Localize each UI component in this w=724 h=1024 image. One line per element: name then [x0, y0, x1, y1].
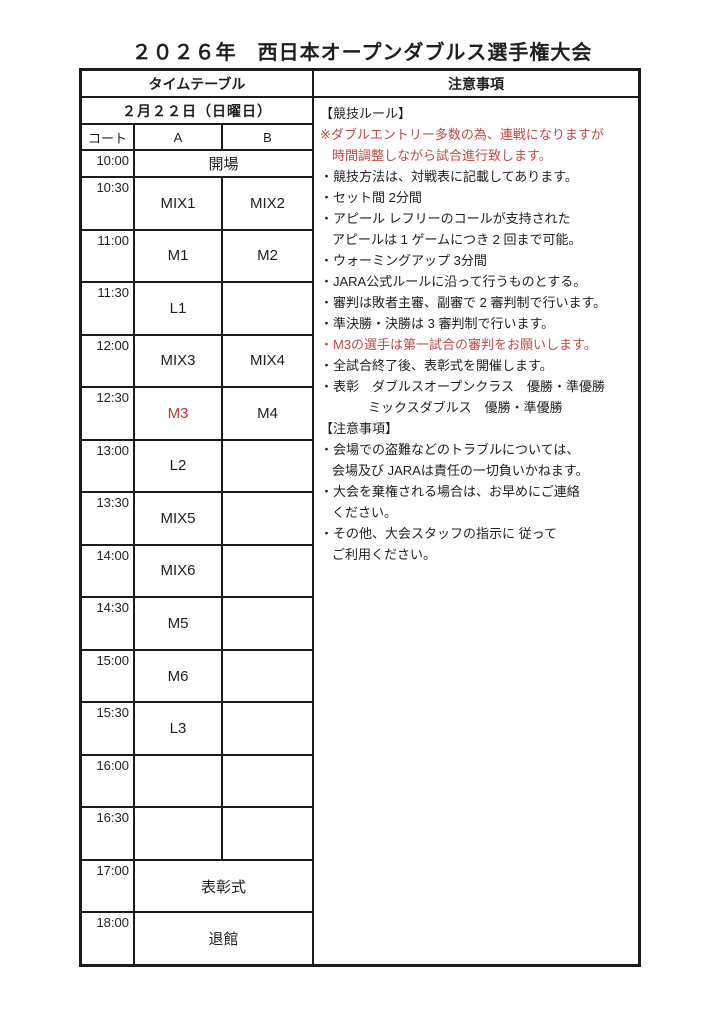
- timetable-row: 18:00 退館: [82, 913, 312, 964]
- note-line: 【注意事項】: [320, 421, 399, 436]
- court-a-cell: [135, 755, 223, 807]
- time-cell: 14:30: [82, 598, 135, 649]
- notes-section: 注意事項 【競技ルール】 ※ダブルエントリー多数の為、連戦になりますが時間調整しな…: [314, 71, 638, 964]
- court-a-cell: L2: [135, 440, 223, 492]
- time-cell: 16:00: [82, 755, 135, 807]
- note-line: ※ダブルエントリー多数の為、連戦になりますが: [320, 127, 604, 142]
- court-b-cell: [223, 808, 312, 859]
- timetable-row: 11:00 M1 M2: [82, 230, 312, 284]
- court-b-cell: [223, 651, 312, 702]
- time-cell: 15:30: [82, 703, 135, 754]
- note-line: ミックスダブルス 優勝・準優勝: [368, 400, 563, 415]
- court-b-cell: [223, 283, 312, 334]
- court-a-cell: M5: [135, 598, 223, 649]
- date-header: ２月２２日（日曜日）: [82, 98, 312, 125]
- time-cell: 16:30: [82, 808, 135, 859]
- time-cell: 15:00: [82, 650, 135, 702]
- court-a-cell: [135, 808, 223, 859]
- time-cell: 10:00: [82, 151, 135, 176]
- timetable-section: タイムテーブル ２月２２日（日曜日） コート A B 10:00 開場 10:30 M…: [82, 71, 314, 964]
- court-b-header: B: [263, 129, 272, 145]
- time-cell: 10:30: [82, 178, 135, 229]
- note-line: ご利用ください。: [332, 547, 437, 562]
- note-line: ・セット間 2分間: [320, 190, 422, 205]
- timetable-header: タイムテーブル: [82, 71, 312, 98]
- court-a-cell: M3: [135, 388, 223, 439]
- court-label: コート: [82, 125, 135, 149]
- court-b-cell: M4: [257, 404, 278, 422]
- court-b-cell: MIX2: [249, 194, 285, 212]
- court-a-cell: MIX3: [135, 335, 223, 387]
- note-line: 【競技ルール】: [320, 106, 412, 121]
- court-a-cell: L3: [135, 703, 223, 754]
- court-a-cell: M1: [135, 230, 223, 282]
- court-b-cell: [223, 493, 312, 544]
- time-cell: 17:00: [82, 860, 135, 912]
- court-a-cell: L1: [135, 283, 223, 334]
- court-b-cell: MIX4: [249, 352, 285, 370]
- note-line: ・ウォーミングアップ 3分間: [320, 253, 487, 268]
- court-b-cell: [223, 598, 312, 649]
- court-a-cell: MIX5: [135, 493, 223, 544]
- note-line: ・競技方法は、対戦表に記載してあります。: [320, 169, 578, 184]
- timetable-row: 12:00 MIX3 MIX4: [82, 335, 312, 389]
- court-b-cell: [223, 546, 312, 597]
- merged-event-cell: 開場: [208, 156, 239, 173]
- timetable-rows: 10:00 開場 10:30 MIX1 MIX2 11:00 M1 M2 11:30 L1 12:0…: [82, 151, 312, 964]
- timetable-row: 15:00 M6: [82, 650, 312, 704]
- time-cell: 14:00: [82, 545, 135, 597]
- schedule-sheet: タイムテーブル ２月２２日（日曜日） コート A B 10:00 開場 10:30 M…: [79, 68, 641, 967]
- time-cell: 12:00: [82, 335, 135, 387]
- timetable-row: 16:30: [82, 808, 312, 861]
- timetable-row: 10:30 MIX1 MIX2: [82, 178, 312, 231]
- note-line: 時間調整しながら試合進行致します。: [332, 148, 552, 163]
- note-line: ・アピール レフリーのコールが支持された: [320, 211, 571, 226]
- time-cell: 11:00: [82, 230, 135, 282]
- court-b-cell: [223, 441, 312, 492]
- timetable-row: 14:30 M5: [82, 598, 312, 651]
- page-title: ２０２６年 西日本オープンダブルス選手権大会: [131, 42, 593, 64]
- timetable-row: 14:00 MIX6: [82, 545, 312, 599]
- note-line: ・準決勝・決勝は 3 審判制で行います。: [320, 316, 555, 331]
- court-a-cell: MIX1: [135, 178, 223, 229]
- time-cell: 13:00: [82, 440, 135, 492]
- note-line: ・その他、大会スタッフの指示に 従って: [320, 526, 557, 541]
- court-a-header: A: [135, 125, 223, 149]
- merged-event-cell: 表彰式: [200, 878, 246, 896]
- note-line: ・全試合終了後、表彰式を開催します。: [320, 358, 553, 373]
- court-a-cell: M6: [135, 650, 223, 702]
- time-cell: 13:30: [82, 493, 135, 544]
- time-cell: 12:30: [82, 388, 135, 439]
- note-line: ・JARA公式ルールに沿って行うものとする。: [320, 274, 587, 289]
- note-line: ・M3の選手は第一試合の審判をお願いします。: [320, 337, 597, 352]
- timetable-row: 13:30 MIX5: [82, 493, 312, 546]
- court-b-cell: [223, 756, 312, 807]
- court-header-row: コート A B: [82, 125, 312, 151]
- time-cell: 11:30: [82, 283, 135, 334]
- court-b-cell: [223, 703, 312, 754]
- timetable-row: 10:00 開場: [82, 151, 312, 178]
- merged-event-cell: 退館: [208, 931, 239, 949]
- timetable-row: 16:00: [82, 755, 312, 809]
- timetable-row: 13:00 L2: [82, 440, 312, 494]
- timetable-row: 11:30 L1: [82, 283, 312, 336]
- court-b-cell: M2: [257, 247, 278, 265]
- note-line: ・表彰 ダブルスオープンクラス 優勝・準優勝: [320, 379, 605, 394]
- note-line: ・審判は敗者主審、副審で 2 審判制で行います。: [320, 295, 607, 310]
- note-line: ・大会を棄権される場合は、お早めにご連絡: [320, 484, 580, 499]
- notes-body: 【競技ルール】 ※ダブルエントリー多数の為、連戦になりますが時間調整しながら試合進…: [314, 98, 638, 964]
- timetable-row: 15:30 L3: [82, 703, 312, 756]
- court-a-cell: MIX6: [135, 545, 223, 597]
- note-line: 会場及び JARAは責任の一切負いかねます。: [332, 463, 589, 478]
- notes-header: 注意事項: [314, 71, 638, 98]
- timetable-row: 17:00 表彰式: [82, 860, 312, 914]
- note-line: ください。: [332, 505, 398, 520]
- timetable-row: 12:30 M3 M4: [82, 388, 312, 441]
- time-cell: 18:00: [82, 913, 135, 964]
- note-line: アピールは 1 ゲームにつき 2 回まで可能。: [332, 232, 582, 247]
- note-line: ・会場での盗難などのトラブルについては、: [320, 442, 580, 457]
